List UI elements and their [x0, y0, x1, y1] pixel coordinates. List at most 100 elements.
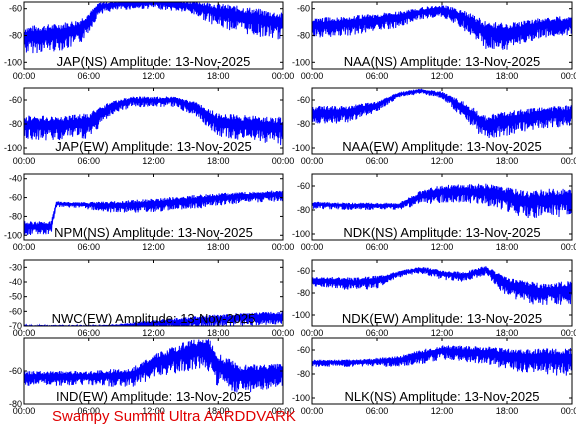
- panel-6: 00:00 06:00 12:00 18:00 00:00 -30 -40 -50 -60 -70…: [9, 259, 295, 338]
- x-tick-label: 18:00: [496, 406, 519, 416]
- x-tick-label: 00:00: [301, 328, 324, 338]
- x-tick-label: 00:00: [13, 242, 36, 252]
- signal-trace: [24, 339, 283, 393]
- panel-9: 00:00 06:00 12:00 18:00 00:00 -60 -80 -100 NLK(N…: [292, 337, 576, 416]
- panel-title: JAP(NS) Amplitude: 13-Nov-2025: [57, 54, 251, 69]
- signal-trace: [312, 183, 572, 219]
- x-tick-label: 18:00: [207, 71, 230, 81]
- panel-4: 00:00 06:00 12:00 18:00 00:00 -40 -60 -80 -100 NP…: [4, 173, 295, 252]
- x-tick-label: 06:00: [366, 156, 389, 166]
- signal-trace: [24, 96, 283, 146]
- x-tick-label: 18:00: [207, 156, 230, 166]
- panel-0: 00:00 06:00 12:00 18:00 00:00 -60 -80 -100 JAP(N…: [4, 1, 295, 81]
- x-tick-label: 00:00: [272, 242, 295, 252]
- y-tick-label: -80: [9, 31, 22, 41]
- x-tick-label: 12:00: [142, 156, 165, 166]
- signal-trace: [24, 2, 283, 54]
- signal-trace: [312, 5, 572, 50]
- signal-trace: [312, 345, 572, 376]
- y-tick-label: -70: [9, 321, 22, 331]
- y-tick-label: -40: [9, 277, 22, 287]
- x-tick-label: 12:00: [142, 71, 165, 81]
- x-tick-label: 06:00: [366, 242, 389, 252]
- y-tick-label: -100: [292, 229, 310, 239]
- x-tick-label: 12:00: [431, 71, 454, 81]
- x-tick-label: 00:00: [561, 328, 576, 338]
- y-tick-label: -60: [297, 95, 310, 105]
- x-tick-label: 00:00: [272, 406, 295, 416]
- y-tick-label: -80: [297, 288, 310, 298]
- x-tick-label: 00:00: [13, 406, 36, 416]
- y-tick-label: -30: [9, 262, 22, 272]
- panel-title: NLK(NS) Amplitude: 13-Nov-2025: [344, 389, 539, 404]
- y-tick-label: -50: [9, 292, 22, 302]
- x-tick-label: 18:00: [496, 242, 519, 252]
- y-tick-label: -60: [9, 193, 22, 203]
- x-tick-label: 00:00: [272, 328, 295, 338]
- x-tick-label: 06:00: [77, 328, 100, 338]
- panel-title: IND(EW) Amplitude: 13-Nov-2025: [56, 389, 251, 404]
- x-tick-label: 00:00: [301, 71, 324, 81]
- y-tick-label: -100: [292, 57, 310, 67]
- station-footer: Swampy Summit Ultra AARDDVARK: [52, 408, 296, 425]
- y-tick-label: -60: [9, 4, 22, 14]
- x-tick-label: 18:00: [207, 242, 230, 252]
- y-tick-label: -60: [9, 366, 22, 376]
- y-tick-label: -100: [4, 143, 22, 153]
- panel-title: NAA(EW) Amplitude: 13-Nov-2025: [342, 139, 541, 154]
- y-tick-label: -60: [297, 4, 310, 14]
- x-tick-label: 00:00: [301, 406, 324, 416]
- x-tick-label: 12:00: [142, 242, 165, 252]
- panel-7: 00:00 06:00 12:00 18:00 00:00 -60 -80 -100 NDK(E…: [292, 259, 576, 338]
- y-tick-label: -40: [9, 174, 22, 184]
- panel-5: 00:00 06:00 12:00 18:00 00:00 -60 -80 -100 NDK(N…: [292, 173, 576, 252]
- panel-1: 00:00 06:00 12:00 18:00 00:00 -60 -80 -100 NAA(N…: [292, 1, 576, 81]
- y-tick-label: -100: [292, 310, 310, 320]
- y-tick-label: -100: [292, 393, 310, 403]
- x-tick-label: 18:00: [207, 328, 230, 338]
- y-tick-label: -60: [297, 181, 310, 191]
- panel-title: NWC(EW) Amplitude: 13-Nov-2025: [52, 311, 256, 326]
- x-tick-label: 12:00: [142, 406, 165, 416]
- y-tick-label: -80: [9, 211, 22, 221]
- panel-title: NAA(NS) Amplitude: 13-Nov-2025: [344, 54, 541, 69]
- panel-title: NDK(EW) Amplitude: 13-Nov-2025: [342, 311, 542, 326]
- x-tick-label: 12:00: [142, 328, 165, 338]
- y-tick-label: -60: [9, 306, 22, 316]
- x-tick-label: 00:00: [13, 328, 36, 338]
- x-tick-label: 06:00: [366, 406, 389, 416]
- x-tick-label: 06:00: [77, 71, 100, 81]
- x-tick-label: 12:00: [431, 328, 454, 338]
- panel-3: 00:00 06:00 12:00 18:00 00:00 -60 -80 -100 NAA(E…: [292, 87, 576, 166]
- signal-trace: [24, 190, 283, 236]
- x-tick-label: 00:00: [301, 156, 324, 166]
- x-tick-label: 12:00: [431, 156, 454, 166]
- x-tick-label: 12:00: [431, 406, 454, 416]
- y-tick-label: -60: [297, 345, 310, 355]
- x-tick-label: 06:00: [77, 406, 100, 416]
- panel-2: 00:00 06:00 12:00 18:00 00:00 -60 -80 -100 JAP(E…: [4, 87, 294, 166]
- x-tick-label: 06:00: [366, 71, 389, 81]
- x-tick-label: 00:00: [13, 71, 36, 81]
- x-tick-label: 00:00: [13, 156, 36, 166]
- y-tick-label: -80: [297, 119, 310, 129]
- y-tick-label: -100: [4, 230, 22, 240]
- x-tick-label: 12:00: [431, 242, 454, 252]
- x-tick-label: 18:00: [496, 328, 519, 338]
- signal-trace: [312, 266, 572, 305]
- x-tick-label: 00:00: [561, 406, 576, 416]
- y-tick-label: -80: [9, 119, 22, 129]
- x-tick-label: 00:00: [561, 71, 576, 81]
- y-tick-label: -100: [292, 143, 310, 153]
- x-tick-label: 06:00: [77, 242, 100, 252]
- x-tick-label: 00:00: [301, 242, 324, 252]
- x-tick-label: 00:00: [561, 156, 576, 166]
- x-tick-label: 00:00: [561, 242, 576, 252]
- y-tick-label: -80: [297, 205, 310, 215]
- y-tick-label: -80: [297, 369, 310, 379]
- y-tick-label: -60: [297, 266, 310, 276]
- x-tick-label: 00:00: [272, 71, 295, 81]
- y-tick-label: -80: [9, 399, 22, 409]
- x-tick-label: 18:00: [207, 406, 230, 416]
